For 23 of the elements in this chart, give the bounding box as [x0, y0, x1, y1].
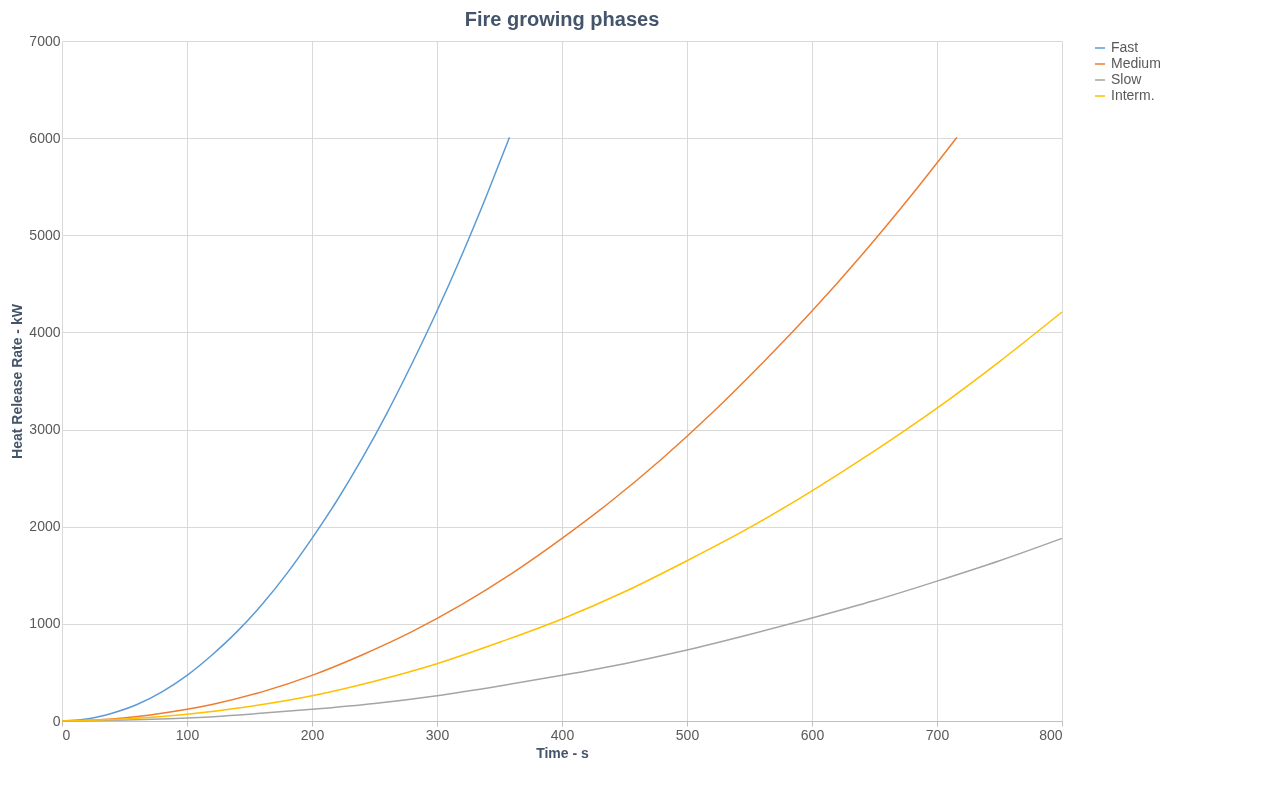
chart-title: Fire growing phases — [464, 8, 660, 30]
x-tick-label: 300 — [425, 726, 450, 743]
x-tick-label: 700 — [925, 726, 950, 743]
x-axis-title: Time - s — [536, 744, 590, 761]
x-tick-label: 100 — [175, 726, 200, 743]
legend-label: Fast — [1111, 39, 1139, 55]
x-tick-label: 200 — [300, 726, 325, 743]
y-tick-label: 1000 — [29, 615, 61, 632]
x-tick-label: 500 — [675, 726, 700, 743]
y-tick-label: 3000 — [29, 421, 61, 438]
y-axis-title: Heat Release Rate - kW — [9, 303, 26, 459]
legend-label: Slow — [1111, 71, 1143, 87]
legend-label: Medium — [1111, 55, 1161, 71]
y-tick-label: 6000 — [29, 129, 61, 146]
y-tick-label: 4000 — [29, 323, 61, 340]
y-tick-label: 7000 — [29, 32, 61, 49]
y-tick-label: 0 — [52, 712, 61, 729]
x-tick-label: 400 — [550, 726, 575, 743]
y-tick-label: 2000 — [29, 518, 61, 535]
legend-label: Interm. — [1111, 87, 1155, 103]
x-tick-label: 800 — [1039, 726, 1063, 743]
x-tick-label: 600 — [800, 726, 825, 743]
y-tick-label: 5000 — [29, 226, 61, 243]
